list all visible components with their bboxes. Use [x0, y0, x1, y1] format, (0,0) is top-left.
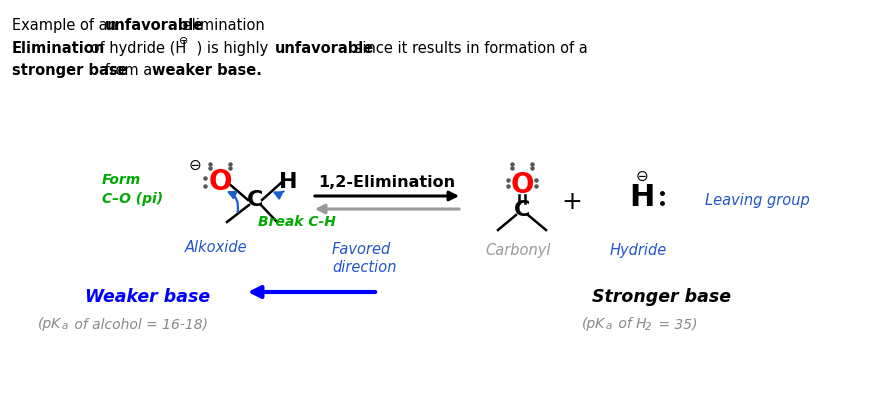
Text: O: O: [208, 168, 232, 196]
Text: O: O: [510, 171, 533, 199]
Text: (pK: (pK: [582, 317, 605, 331]
Text: unfavorable: unfavorable: [275, 41, 374, 56]
Text: Weaker base: Weaker base: [85, 288, 210, 306]
Text: +: +: [562, 190, 583, 214]
Text: Break C-H: Break C-H: [258, 215, 336, 229]
Text: Favored: Favored: [332, 242, 392, 257]
Text: Form: Form: [102, 173, 141, 187]
Text: stronger base: stronger base: [12, 63, 128, 78]
Text: direction: direction: [332, 260, 397, 275]
Text: H: H: [279, 172, 297, 192]
Text: ) is highly: ) is highly: [192, 41, 273, 56]
Text: Carbonyl: Carbonyl: [485, 243, 551, 258]
Text: Leaving group: Leaving group: [705, 193, 809, 208]
Text: a: a: [605, 321, 611, 331]
Text: H: H: [629, 184, 654, 212]
Text: Stronger base: Stronger base: [592, 288, 731, 306]
Text: ⊖: ⊖: [636, 169, 648, 184]
Text: Hydride: Hydride: [610, 243, 667, 258]
Text: (pK: (pK: [38, 317, 61, 331]
Text: unfavorable: unfavorable: [105, 18, 204, 33]
Text: elimination: elimination: [178, 18, 265, 33]
Text: Example of an: Example of an: [12, 18, 122, 33]
Text: 1,2-Elimination: 1,2-Elimination: [319, 175, 456, 190]
Text: Elimination: Elimination: [12, 41, 105, 56]
Text: weaker base.: weaker base.: [152, 63, 262, 78]
Text: from a: from a: [100, 63, 157, 78]
Text: C: C: [514, 200, 530, 220]
Text: ⊖: ⊖: [179, 36, 188, 46]
Text: 2: 2: [646, 322, 652, 331]
Text: Alkoxide: Alkoxide: [185, 240, 248, 255]
Text: since it results in formation of a: since it results in formation of a: [350, 41, 588, 56]
Text: C: C: [247, 190, 263, 210]
Text: C–O (pi): C–O (pi): [102, 192, 163, 206]
Text: of H: of H: [614, 317, 646, 331]
Text: of alcohol = 16-18): of alcohol = 16-18): [70, 317, 208, 331]
Text: ⊖: ⊖: [188, 158, 201, 173]
Text: = 35): = 35): [654, 317, 697, 331]
Text: of hydride (H: of hydride (H: [86, 41, 187, 56]
Text: a: a: [61, 321, 67, 331]
